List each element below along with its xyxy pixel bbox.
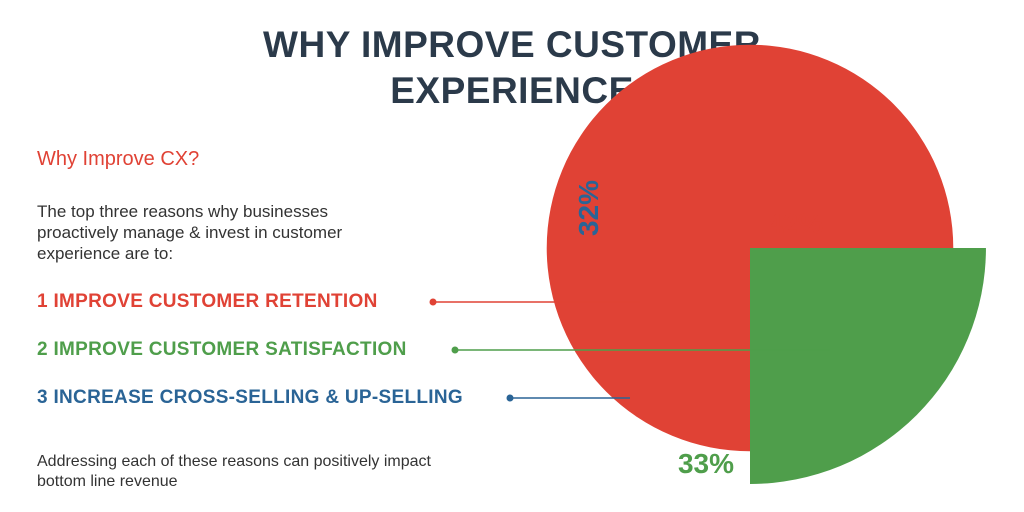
leader-dot-retention bbox=[429, 298, 437, 306]
title-line-2: EXPERIENCE bbox=[390, 70, 634, 111]
reason-cross-selling: 3 INCREASE CROSS-SELLING & UP-SELLING bbox=[37, 387, 463, 408]
page-title: WHY IMPROVE CUSTOMER EXPERIENCE bbox=[0, 22, 1024, 114]
leader-dot-cross-selling bbox=[506, 394, 514, 402]
closing-text: Addressing each of these reasons can pos… bbox=[37, 453, 431, 490]
section-subhead: Why Improve CX? bbox=[37, 148, 200, 170]
value-label-retention: 42% bbox=[767, 208, 823, 239]
leader-dot-satisfaction bbox=[451, 346, 459, 354]
value-label-cross-selling: 32% bbox=[573, 180, 604, 236]
reason-retention: 1 IMPROVE CUSTOMER RETENTION bbox=[37, 291, 378, 312]
reason-satisfaction: 2 IMPROVE CUSTOMER SATISFACTION bbox=[37, 339, 407, 360]
intro-text: The top three reasons why businesses pro… bbox=[37, 202, 343, 263]
slice-satisfaction bbox=[750, 248, 986, 484]
value-label-satisfaction: 33% bbox=[678, 448, 734, 479]
